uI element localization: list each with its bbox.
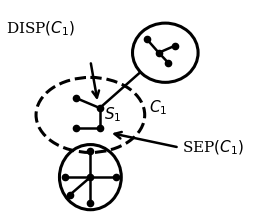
Text: $S_1$: $S_1$ [104, 106, 122, 124]
Text: $C_1$: $C_1$ [150, 99, 168, 117]
Text: DISP$(C_1)$: DISP$(C_1)$ [6, 19, 76, 38]
Text: SEP$(C_1)$: SEP$(C_1)$ [182, 138, 244, 157]
